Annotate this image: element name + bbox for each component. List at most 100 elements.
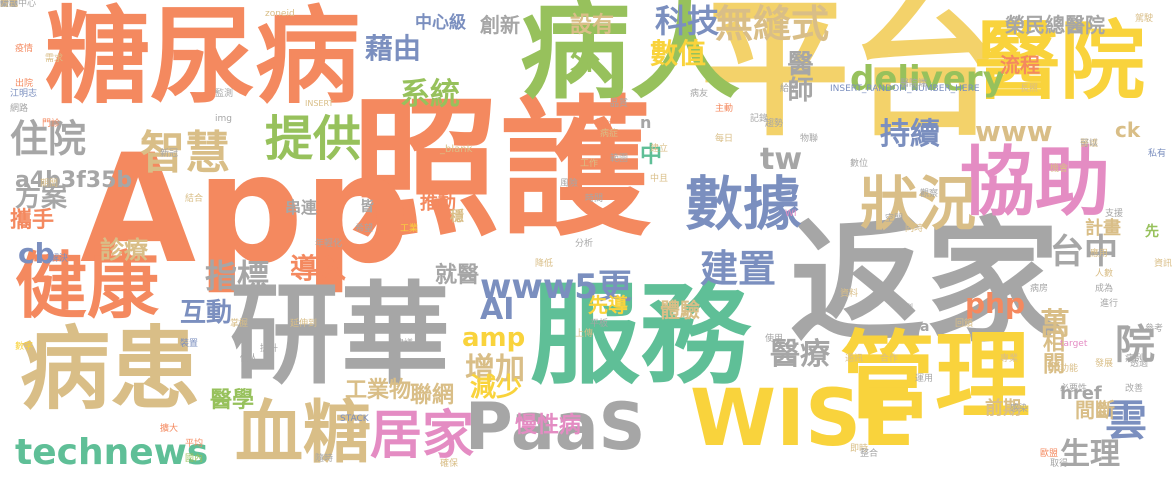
cloud-word: 主動 [715, 104, 734, 114]
cloud-word: 延伸到 [290, 319, 318, 329]
cloud-word: 指標 [205, 257, 270, 295]
cloud-word: 血糖 [235, 394, 372, 473]
cloud-word: 方案 [15, 183, 68, 213]
cloud-word: 醫學中心 [0, 0, 37, 9]
cloud-word: 數字 [15, 342, 34, 352]
cloud-word: 同時 [905, 224, 924, 234]
cloud-word: 研華 [230, 271, 450, 399]
cloud-word: 年輕化 [315, 239, 343, 249]
cloud-word: 醫院端 [900, 79, 928, 89]
cloud-word: 解決 [50, 254, 69, 264]
cloud-word: 工業物 [345, 378, 412, 403]
cloud-word: 可以 [1080, 139, 1099, 149]
cloud-word: 系統 [400, 77, 460, 112]
cloud-word: 期間 [40, 179, 59, 189]
cloud-word: 長照 [1020, 84, 1039, 94]
cloud-word: 體驗 [660, 298, 700, 322]
cloud-word: 居家 [370, 406, 475, 466]
cloud-word: WI [785, 209, 797, 219]
cloud-word: 照護 [350, 83, 651, 257]
cloud-word: 建置 [700, 247, 777, 291]
cloud-word: 門診 [42, 119, 61, 129]
cloud-word: 降低 [535, 259, 554, 269]
cloud-word: 病症 [600, 129, 619, 139]
cloud-word: a [920, 319, 930, 335]
cloud-word: 病人 [520, 0, 740, 114]
cloud-word: 住院 [10, 117, 87, 161]
cloud-word: 改善 [1125, 384, 1144, 394]
cloud-word: 健康 [15, 244, 160, 328]
cloud-word: 支援 [1105, 209, 1124, 219]
cloud-word: 聯網 [410, 383, 455, 408]
cloud-word: 必要性 [1060, 384, 1088, 394]
cloud-word: 出院 [15, 79, 34, 89]
cloud-word: 狀況 [860, 170, 977, 238]
cloud-word: 平板 [590, 319, 609, 329]
cloud-word: img [215, 114, 232, 124]
cloud-word: _blank [440, 144, 473, 155]
cloud-word: 私有 [1148, 149, 1167, 159]
cloud-word: 病友 [690, 89, 709, 99]
cloud-word: 設有 [570, 13, 615, 38]
cloud-word: 確保 [440, 459, 459, 469]
cloud-word: 持續 [880, 117, 940, 152]
cloud-word: 人數 [1095, 269, 1114, 279]
cloud-word: 慢性病 [515, 413, 582, 438]
cloud-word: 建立 [650, 144, 669, 154]
cloud-word: delivery [850, 59, 1005, 99]
cloud-word: 提供 [265, 111, 362, 167]
cloud-word: 新聞 [0, 0, 19, 9]
cloud-word: 減少 [470, 373, 523, 403]
cloud-word: 合作 [880, 354, 899, 364]
cloud-word: 記錄 [750, 114, 769, 124]
cloud-word: 導入 [290, 252, 347, 285]
cloud-word: 隨時 [315, 454, 334, 464]
cloud-word: 進行 [1100, 299, 1119, 309]
cloud-word: 上傳 [575, 329, 594, 339]
cloud-word: 中且 [650, 174, 669, 184]
cloud-word: 創新 [480, 13, 520, 37]
cloud-word: 糖尿病 [45, 0, 361, 118]
cloud-word: 資料 [840, 289, 859, 299]
cloud-word: 醫學 [210, 388, 255, 413]
cloud-word: 物聯 [800, 134, 819, 144]
cloud-word: 成為 [1095, 284, 1114, 294]
cloud-word: 擴大 [160, 424, 179, 434]
cloud-word: a4b3f35b [15, 168, 133, 193]
cloud-word: 即時 [850, 444, 869, 454]
cloud-word: 攜手 [10, 208, 55, 233]
cloud-word: 先 [1145, 224, 1159, 240]
cloud-word: 整合 [860, 449, 879, 459]
cloud-word: 國內 [185, 454, 204, 464]
cloud-word: 中 [640, 143, 663, 168]
cloud-word: 工業 [400, 224, 419, 234]
cloud-word: App [80, 123, 411, 297]
cloud-word: 通訊 [845, 354, 864, 364]
cloud-word: 給予 [780, 84, 799, 94]
cloud-word: 架構 [0, 0, 19, 9]
cloud-word: 間斷 [1075, 398, 1115, 422]
cloud-word: 數據 [685, 170, 802, 238]
cloud-word: 病患 [20, 317, 200, 422]
cloud-word: 平均 [185, 439, 204, 449]
cloud-word: technews [15, 432, 209, 473]
cloud-word: 智慧 [140, 126, 231, 179]
cloud-word: 風險 [560, 179, 579, 189]
cloud-word: 使用 [765, 334, 784, 344]
cloud-word: STACK [340, 414, 369, 424]
cloud-word: 結合 [185, 194, 204, 204]
cloud-word: 平台 [700, 0, 1001, 157]
cloud-word: 診療 [100, 236, 148, 264]
cloud-word: 方式 [0, 0, 19, 9]
cloud-word: 先導 [588, 293, 628, 317]
cloud-word: 時間 [585, 194, 604, 204]
cloud-word: 醫師 [783, 50, 813, 102]
cloud-word: 掌握 [230, 319, 249, 329]
cloud-word: 中心級 [415, 13, 466, 33]
cloud-word: 皆 [360, 199, 374, 215]
cloud-word: 台中 [1050, 232, 1118, 272]
cloud-word: 科技 [655, 2, 720, 40]
cloud-word: 網路 [10, 104, 29, 114]
cloud-word: 推動 [420, 193, 456, 214]
